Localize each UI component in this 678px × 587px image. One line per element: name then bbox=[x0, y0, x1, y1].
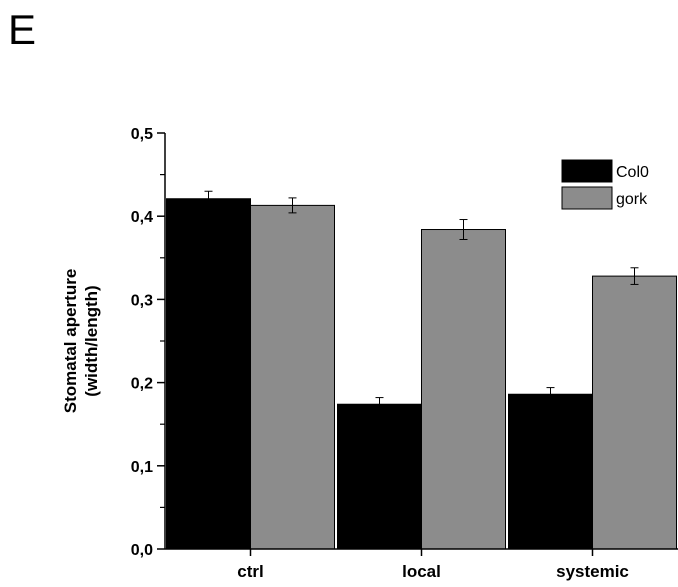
bars bbox=[166, 198, 677, 550]
legend-swatch-gork bbox=[561, 186, 613, 210]
bar-col0-systemic bbox=[508, 393, 593, 550]
y-tick-label: 0,1 bbox=[131, 459, 153, 476]
error-bar-col0-systemic bbox=[546, 387, 555, 402]
legend: Col0 gork bbox=[561, 159, 649, 210]
bar-col0-ctrl bbox=[166, 198, 251, 550]
bar-gork-local bbox=[421, 229, 506, 550]
bar-gork-systemic bbox=[592, 275, 677, 550]
y-tick-label: 0,2 bbox=[131, 376, 153, 393]
x-tick-label-systemic: systemic bbox=[556, 562, 629, 581]
y-axis-title-line1: Stomatal aperture bbox=[61, 269, 80, 414]
y-axis: 0,0 0,1 0,2 0,3 0,4 0,5 bbox=[131, 126, 166, 559]
x-tick-label-local: local bbox=[402, 562, 441, 581]
legend-label-col0: Col0 bbox=[616, 164, 649, 181]
y-axis-title: Stomatal aperture (width/length) bbox=[61, 269, 101, 414]
error-bar-col0-ctrl bbox=[204, 190, 213, 207]
x-axis: ctrl local systemic bbox=[165, 548, 678, 581]
error-bar-gork-ctrl bbox=[288, 197, 297, 214]
error-bars bbox=[204, 190, 639, 412]
bar-gork-ctrl bbox=[250, 204, 335, 550]
x-tick-label-ctrl: ctrl bbox=[237, 562, 263, 581]
error-bar-gork-systemic bbox=[630, 267, 639, 285]
legend-swatch-col0 bbox=[561, 159, 613, 183]
error-bar-gork-local bbox=[459, 219, 468, 240]
error-bar-col0-local bbox=[375, 397, 384, 412]
bar-col0-local bbox=[337, 403, 422, 550]
legend-label-gork: gork bbox=[616, 191, 648, 208]
y-tick-label: 0,5 bbox=[131, 126, 153, 143]
y-tick-label: 0,3 bbox=[131, 292, 153, 309]
panel-letter: E bbox=[8, 6, 37, 53]
y-axis-title-line2: (width/length) bbox=[82, 285, 101, 396]
y-tick-label: 0,4 bbox=[131, 209, 153, 226]
y-tick-label: 0,0 bbox=[131, 542, 153, 559]
